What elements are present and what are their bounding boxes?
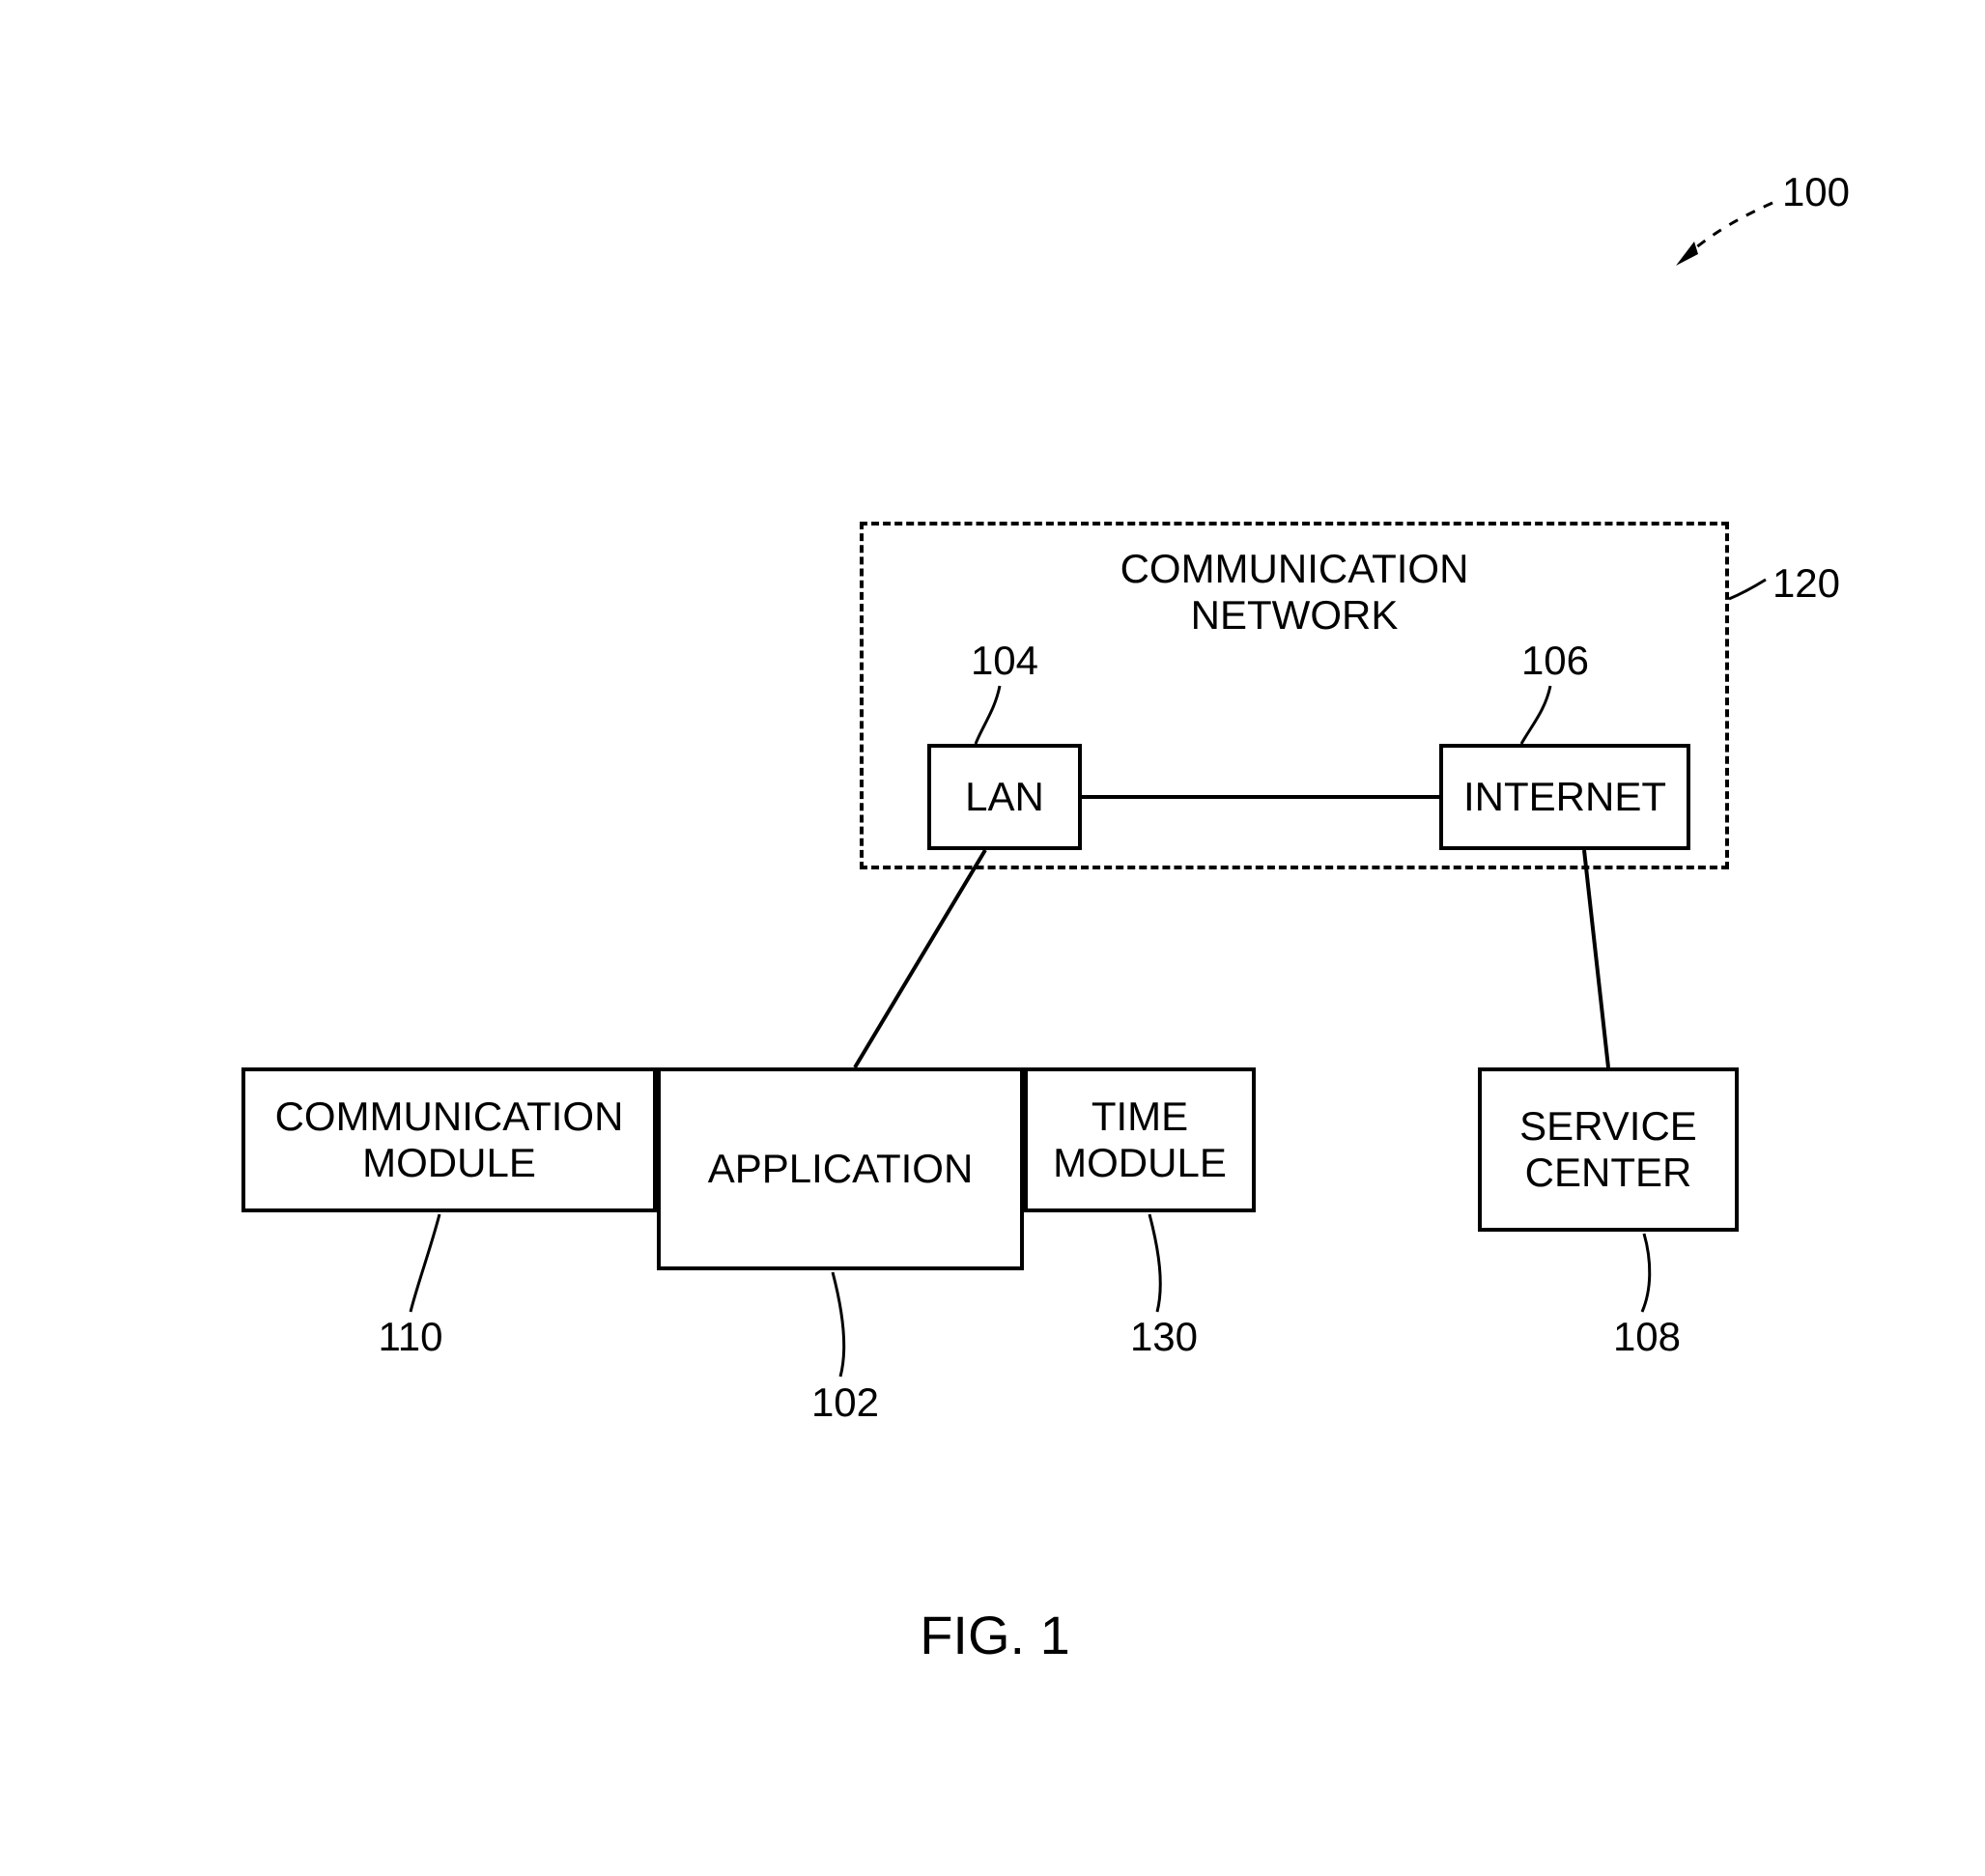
diagram-canvas: COMMUNICATION NETWORK LAN INTERNET COMMU… [0, 0, 1985, 1876]
ref-102: 102 [807, 1379, 884, 1426]
comm-module-node: COMMUNICATION MODULE [241, 1067, 657, 1212]
ref-110: 110 [372, 1314, 449, 1360]
time-module-node: TIME MODULE [1024, 1067, 1256, 1212]
lan-node: LAN [927, 744, 1082, 850]
comm-module-line2: MODULE [275, 1140, 624, 1186]
ref-104: 104 [966, 638, 1043, 684]
internet-label: INTERNET [1463, 774, 1666, 820]
comm-module-line1: COMMUNICATION [275, 1094, 624, 1140]
internet-node: INTERNET [1439, 744, 1690, 850]
service-center-node: SERVICE CENTER [1478, 1067, 1739, 1232]
application-node: APPLICATION [657, 1067, 1024, 1270]
service-center-line1: SERVICE [1519, 1103, 1697, 1150]
ref-100: 100 [1777, 169, 1855, 215]
time-module-line2: MODULE [1053, 1140, 1227, 1186]
connector-overlay [0, 0, 1985, 1876]
ref-130: 130 [1125, 1314, 1203, 1360]
lan-label: LAN [965, 774, 1044, 820]
application-label: APPLICATION [708, 1146, 974, 1192]
service-center-line2: CENTER [1519, 1150, 1697, 1196]
comm-network-title: COMMUNICATION NETWORK [1014, 546, 1574, 639]
time-module-line1: TIME [1053, 1094, 1227, 1140]
ref-106: 106 [1517, 638, 1594, 684]
ref-108: 108 [1608, 1314, 1686, 1360]
figure-caption: FIG. 1 [869, 1604, 1120, 1666]
ref-120: 120 [1768, 560, 1845, 607]
